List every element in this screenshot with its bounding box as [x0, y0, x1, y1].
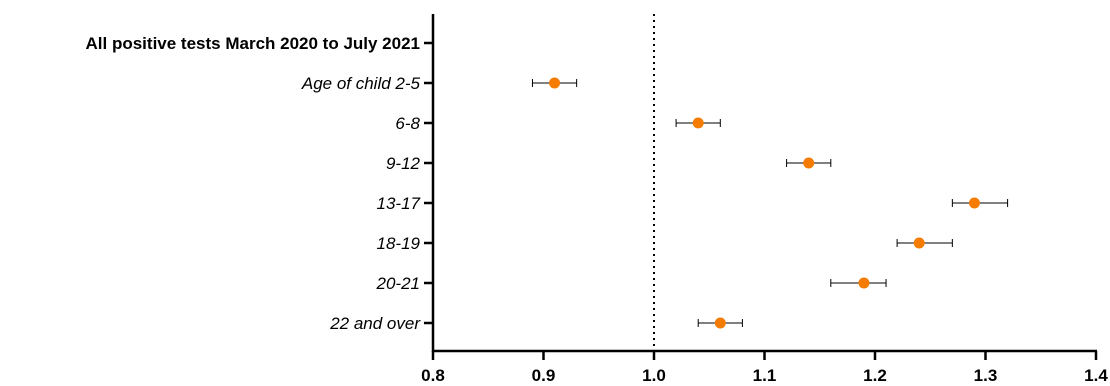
x-tick-label: 1.4: [1084, 366, 1108, 385]
category-labels: All positive tests March 2020 to July 20…: [86, 34, 422, 333]
axes: [431, 14, 1097, 353]
estimate-point: [714, 317, 726, 329]
estimate-point: [858, 277, 870, 289]
x-axis-ticks: 0.8 0.9 1.0 1.1 1.2 1.3 1.4: [421, 41, 1108, 385]
category-label: 6-8: [395, 114, 420, 133]
category-label: Age of child 2-5: [301, 74, 421, 93]
data-marks: [531, 77, 1009, 329]
x-tick-label: 0.9: [532, 366, 556, 385]
estimate-point: [549, 77, 561, 89]
x-tick-label: 1.0: [642, 366, 666, 385]
estimate-point: [803, 157, 815, 169]
category-label: 13-17: [377, 194, 421, 213]
category-label: All positive tests March 2020 to July 20…: [86, 34, 420, 53]
x-tick-label: 1.2: [863, 366, 887, 385]
category-label: 9-12: [386, 154, 421, 173]
category-label: 18-19: [377, 234, 421, 253]
estimate-point: [913, 237, 925, 249]
estimate-point: [968, 197, 980, 209]
x-tick-label: 1.1: [753, 366, 777, 385]
category-label: 22 and over: [329, 314, 421, 333]
x-tick-label: 0.8: [421, 366, 445, 385]
estimate-point: [692, 117, 704, 129]
category-label: 20-21: [376, 274, 420, 293]
x-tick-label: 1.3: [974, 366, 998, 385]
